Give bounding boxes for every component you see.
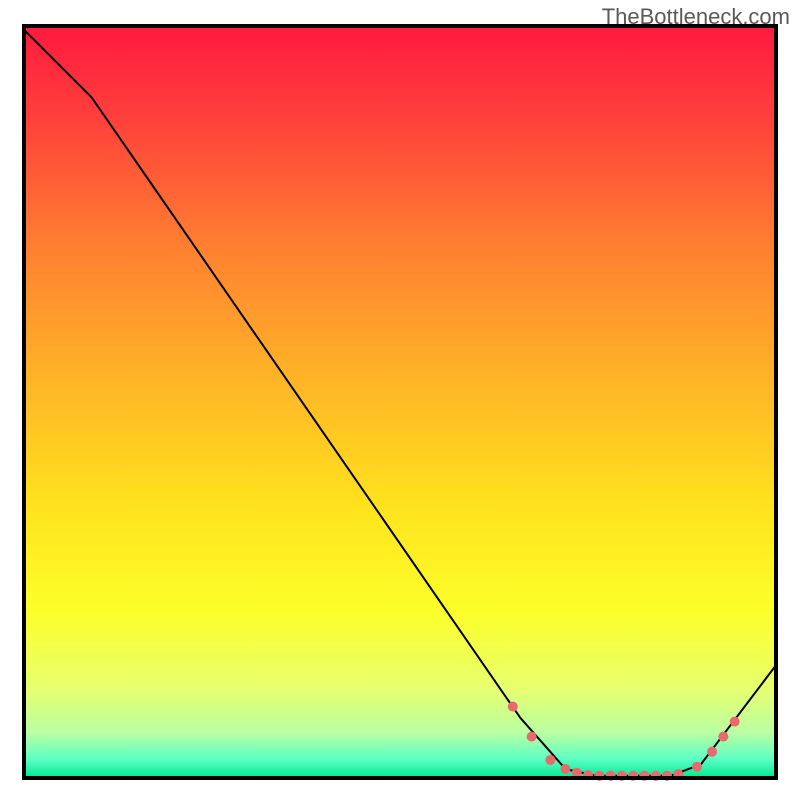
watermark-text: TheBottleneck.com: [602, 4, 790, 30]
bottleneck-chart: [0, 0, 800, 800]
chart-background: [24, 26, 776, 778]
curve-marker: [508, 702, 518, 712]
curve-marker: [560, 764, 570, 774]
curve-marker: [527, 732, 537, 742]
curve-marker: [730, 717, 740, 727]
curve-marker: [545, 755, 555, 765]
curve-marker: [718, 732, 728, 742]
curve-marker: [707, 747, 717, 757]
chart-container: TheBottleneck.com: [0, 0, 800, 800]
curve-marker: [692, 762, 702, 772]
